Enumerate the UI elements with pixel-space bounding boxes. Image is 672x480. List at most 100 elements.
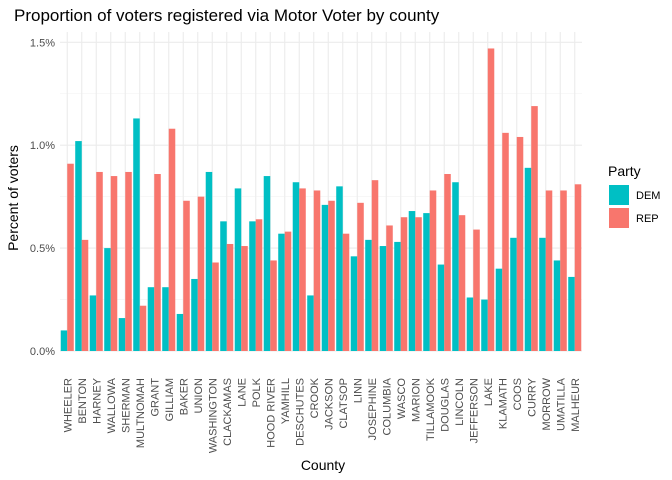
bar-dem-columbia xyxy=(379,246,387,351)
bar-rep-harney xyxy=(96,171,103,351)
bar-dem-union xyxy=(191,278,198,351)
legend-items: DEM REP xyxy=(609,185,660,228)
bar-dem-benton xyxy=(75,141,82,351)
y-tick-label: 0.5% xyxy=(30,243,55,255)
x-tick-label: TILLAMOOK xyxy=(425,377,437,441)
bar-dem-polk xyxy=(249,221,256,351)
y-axis-ticks: 0.0% 0.5% 1.0% 1.5% xyxy=(30,37,55,358)
x-tick-label: MALHEUR xyxy=(570,378,582,432)
x-tick-label: LANE xyxy=(236,378,248,407)
x-axis-label: County xyxy=(301,457,345,473)
bar-rep-linn xyxy=(357,202,364,351)
x-tick-label: JOSEPHINE xyxy=(367,378,379,440)
bar-dem-douglas xyxy=(437,264,445,351)
x-tick-label: WASCO xyxy=(396,378,408,420)
x-tick-label: COLUMBIA xyxy=(381,377,393,435)
legend-label-dem: DEM xyxy=(636,190,660,202)
bar-dem-grant xyxy=(147,287,155,351)
x-axis-ticks: WHEELER BENTON HARNEY WALLOWA SHERMAN MULTNOM… xyxy=(62,377,582,453)
bar-rep-yamhill xyxy=(284,231,292,351)
bar-dem-marion xyxy=(408,211,416,351)
x-tick-label: CURRY xyxy=(526,377,538,417)
x-tick-label: CLATSOP xyxy=(338,378,350,429)
x-tick-label: WALLOWA xyxy=(106,377,118,433)
bar-rep-sherman xyxy=(125,171,132,351)
bar-dem-linn xyxy=(350,256,358,351)
bar-dem-gilliam xyxy=(162,287,169,351)
x-tick-label: HARNEY xyxy=(91,377,103,424)
x-tick-label: BAKER xyxy=(178,378,190,415)
bar-rep-lincoln xyxy=(458,215,466,351)
x-tick-label: KLAMATH xyxy=(497,378,509,429)
bar-dem-yamhill xyxy=(278,233,285,351)
bar-rep-morrow xyxy=(545,190,553,351)
bar-rep-umatilla xyxy=(560,190,567,351)
bar-rep-josephine xyxy=(371,180,379,351)
x-tick-label: MULTNOMAH xyxy=(135,378,147,448)
bar-dem-lake xyxy=(481,299,488,351)
bar-rep-crook xyxy=(313,190,321,351)
y-axis-label: Percent of voters xyxy=(5,145,21,251)
x-tick-label: HOOD RIVER xyxy=(265,378,277,448)
bar-rep-clackamas xyxy=(226,243,234,351)
bar-dem-washington xyxy=(205,171,213,351)
bar-rep-lake xyxy=(487,48,495,352)
bar-dem-sherman xyxy=(118,318,126,351)
bar-rep-deschutes xyxy=(299,188,306,351)
bar-dem-malheur xyxy=(568,276,575,351)
x-tick-label: CLACKAMAS xyxy=(222,378,234,446)
bar-rep-wheeler xyxy=(67,163,74,351)
legend-key-dem xyxy=(609,185,629,205)
bar-rep-tillamook xyxy=(429,190,437,351)
chart-title: Proportion of voters registered via Moto… xyxy=(14,6,440,25)
bar-dem-crook xyxy=(307,295,314,351)
bar-rep-lane xyxy=(241,246,248,351)
legend-key-rep xyxy=(609,208,629,228)
x-tick-label: LAKE xyxy=(483,378,495,406)
y-tick-label: 1.0% xyxy=(30,140,55,152)
bar-dem-jackson xyxy=(321,204,329,351)
legend: Party DEM REP xyxy=(608,163,660,228)
bar-rep-polk xyxy=(255,219,263,351)
bar-dem-morrow xyxy=(539,237,546,351)
bar-rep-wasco xyxy=(400,217,408,351)
bar-dem-lane xyxy=(234,188,242,351)
bar-rep-washington xyxy=(212,262,219,351)
x-tick-label: LINN xyxy=(352,378,364,403)
bar-rep-hood-river xyxy=(270,260,277,351)
bar-rep-gilliam xyxy=(168,128,176,351)
bar-rep-malheur xyxy=(574,184,582,351)
bar-dem-wheeler xyxy=(60,330,68,351)
bar-rep-jefferson xyxy=(473,229,480,351)
bar-rep-curry xyxy=(531,106,538,351)
x-tick-label: DOUGLAS xyxy=(439,378,451,432)
bar-dem-tillamook xyxy=(423,213,430,351)
x-tick-label: GRANT xyxy=(149,378,161,417)
x-tick-label: MORROW xyxy=(541,377,553,430)
bars xyxy=(60,48,582,352)
bar-dem-josephine xyxy=(365,239,372,351)
x-tick-label: DESCHUTES xyxy=(294,378,306,446)
bar-dem-clackamas xyxy=(220,221,227,351)
legend-title: Party xyxy=(608,163,641,179)
x-tick-label: POLK xyxy=(251,377,263,407)
x-tick-label: CROOK xyxy=(309,377,321,418)
x-tick-label: COOS xyxy=(512,378,524,410)
x-tick-label: UMATILLA xyxy=(555,377,567,431)
y-tick-label: 1.5% xyxy=(30,37,55,49)
bar-rep-coos xyxy=(516,136,524,351)
bar-rep-baker xyxy=(183,200,190,351)
bar-rep-multnomah xyxy=(139,305,147,351)
bar-rep-columbia xyxy=(386,225,393,351)
bar-rep-klamath xyxy=(502,132,509,351)
x-tick-label: BENTON xyxy=(77,378,89,424)
x-tick-label: LINCOLN xyxy=(454,378,466,426)
bar-dem-umatilla xyxy=(553,260,561,351)
x-tick-label: JACKSON xyxy=(323,378,335,430)
bar-dem-wasco xyxy=(394,241,401,351)
bar-rep-clatsop xyxy=(342,233,350,351)
bar-dem-harney xyxy=(89,295,97,351)
bar-dem-hood-river xyxy=(263,176,271,351)
bar-rep-jackson xyxy=(328,200,335,351)
